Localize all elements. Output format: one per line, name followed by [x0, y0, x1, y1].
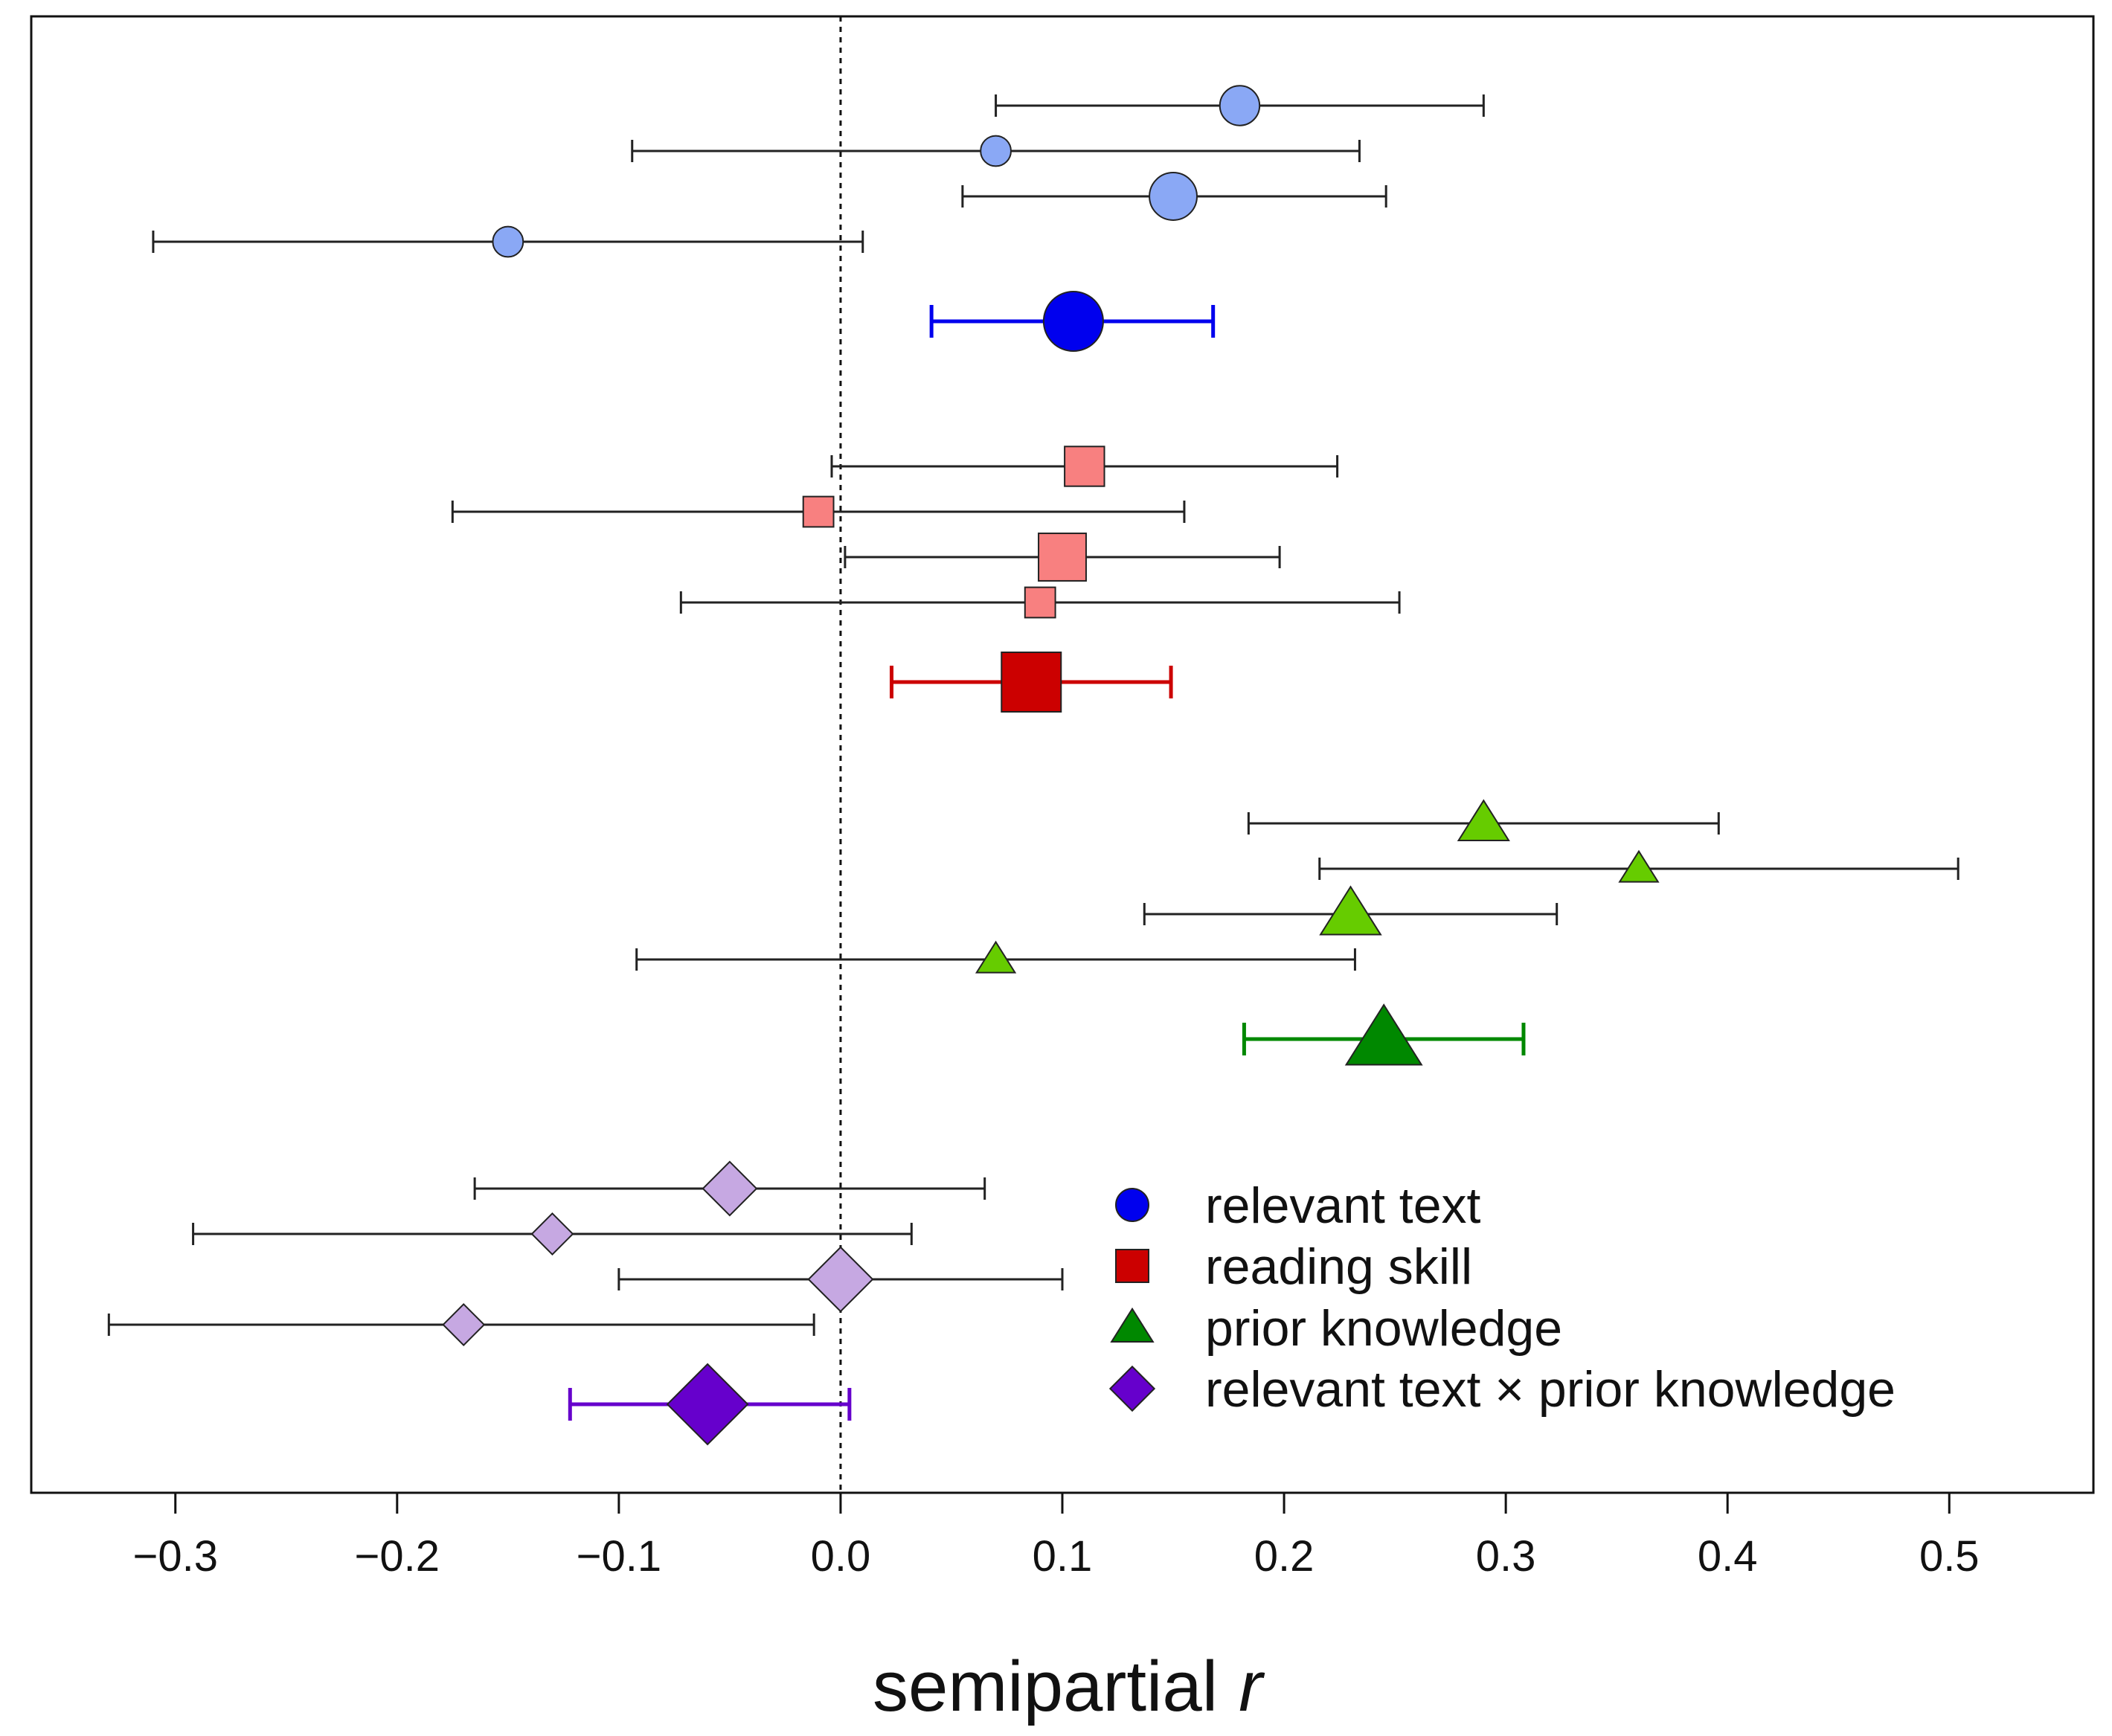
x-axis: −0.3 −0.2 −0.1 0.0 0.1 0.2 0.3 0.4 0.5	[132, 1493, 1980, 1581]
study-point	[1024, 586, 1056, 619]
x-tick-label: 0.0	[811, 1532, 871, 1581]
x-tick-label: 0.1	[1033, 1532, 1093, 1581]
x-tick-label: 0.2	[1254, 1532, 1315, 1581]
study-point	[975, 940, 1017, 974]
legend-label: prior knowledge	[1205, 1300, 1562, 1357]
study-point	[1457, 799, 1510, 842]
study-point	[1038, 533, 1087, 582]
group-triangle-series	[635, 799, 1959, 1066]
legend-label: reading skill	[1205, 1238, 1472, 1295]
summary-point	[1001, 652, 1062, 713]
study-point	[1618, 849, 1660, 883]
x-axis-title-text: semipartial	[873, 1647, 1218, 1726]
group-circle-series	[152, 85, 1485, 352]
group-diamond-series	[107, 1160, 1064, 1446]
legend-marker	[1108, 1365, 1156, 1412]
study-point	[702, 1160, 758, 1217]
study-point	[1219, 85, 1261, 126]
summary-point	[1042, 291, 1104, 352]
study-point	[980, 135, 1012, 167]
x-axis-title-italic: r	[1239, 1647, 1265, 1726]
legend-marker	[1110, 1307, 1155, 1343]
x-axis-title: semipartial r	[873, 1647, 1265, 1726]
x-tick-label: −0.2	[355, 1532, 440, 1581]
legend-marker	[1115, 1249, 1149, 1283]
x-tick-label: 0.5	[1919, 1532, 1980, 1581]
x-tick-label: 0.3	[1476, 1532, 1536, 1581]
summary-point	[1344, 1003, 1423, 1066]
legend-label: relevant text	[1205, 1177, 1481, 1234]
x-tick-label: 0.4	[1698, 1532, 1758, 1581]
study-point	[1149, 172, 1198, 221]
study-point	[530, 1212, 574, 1256]
legend-label: relevant text × prior knowledge	[1205, 1361, 1896, 1418]
study-point	[1064, 446, 1105, 487]
x-tick-label: −0.3	[132, 1532, 218, 1581]
legend-marker	[1115, 1188, 1149, 1222]
study-point	[802, 495, 835, 528]
group-square-series	[451, 446, 1401, 713]
study-point	[442, 1303, 486, 1346]
study-point	[807, 1246, 874, 1313]
summary-point	[666, 1363, 749, 1446]
study-estimates	[107, 85, 1959, 1446]
study-point	[1319, 885, 1382, 936]
study-point	[492, 225, 524, 258]
x-tick-label: −0.1	[577, 1532, 662, 1581]
